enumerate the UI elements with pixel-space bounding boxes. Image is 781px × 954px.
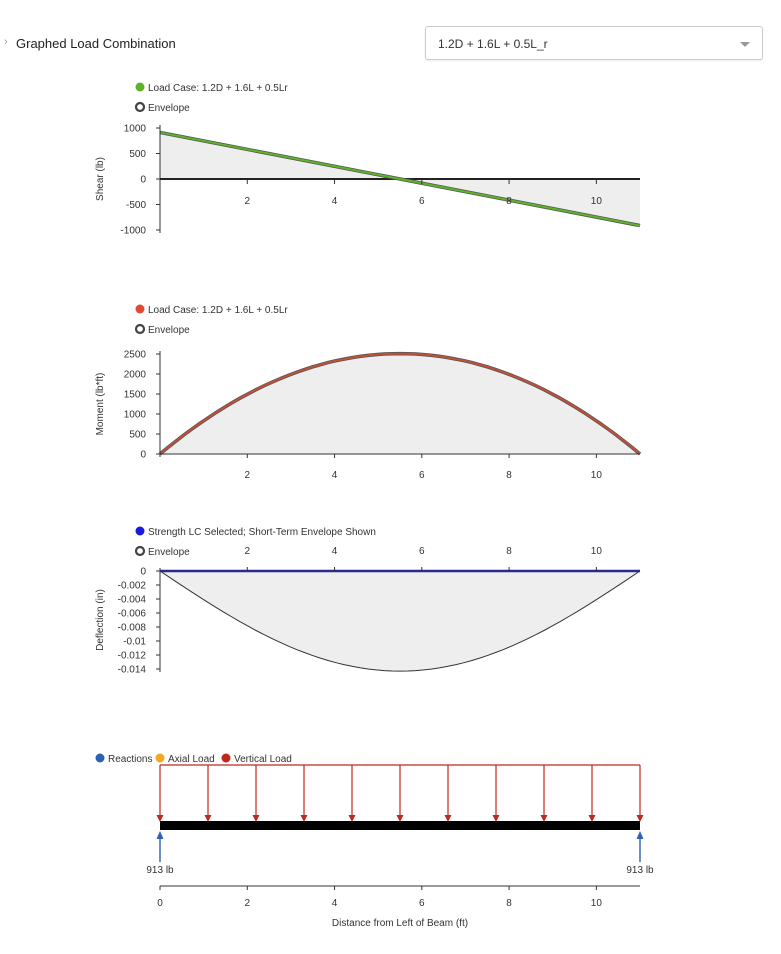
- moment-y-tick-label: 500: [129, 430, 146, 441]
- deflection-legend-envelope-marker: [134, 545, 146, 557]
- loads-legend-label: Vertical Load: [234, 754, 292, 765]
- graphed-load-combination-label: Graphed Load Combination: [16, 36, 176, 51]
- deflection-envelope-line: [159, 570, 641, 672]
- moment-legend-label: Envelope: [148, 325, 190, 336]
- moment-y-tick-label: 2500: [124, 350, 147, 361]
- loads-x-tick-label: 6: [419, 898, 425, 909]
- vertical-load-arrowhead: [540, 815, 548, 822]
- deflection-y-tick-label: -0.006: [118, 609, 147, 620]
- deflection-x-tick-label: 10: [591, 546, 603, 557]
- beam: [160, 821, 640, 830]
- loads-legend-label: Axial Load: [168, 754, 215, 765]
- loads-x-tick-label: 0: [157, 898, 163, 909]
- shear-x-tick-label: 2: [244, 196, 250, 207]
- shear-y-tick-label: 1000: [124, 124, 147, 135]
- shear-y-tick-label: -500: [126, 200, 146, 211]
- loads-x-tick-label: 8: [506, 898, 512, 909]
- moment-legend-envelope-marker: [134, 323, 146, 335]
- load-combination-select-value: 1.2D + 1.6L + 0.5L_r: [438, 37, 548, 51]
- shear-y-axis-label: Shear (lb): [95, 157, 106, 201]
- deflection-y-tick-label: -0.002: [118, 581, 147, 592]
- loads-x-tick-label: 10: [591, 898, 603, 909]
- moment-x-tick-label: 6: [419, 470, 425, 481]
- load-combination-select[interactable]: 1.2D + 1.6L + 0.5L_r: [425, 26, 763, 60]
- deflection-y-tick-label: -0.008: [118, 623, 147, 634]
- moment-y-tick-label: 2000: [124, 370, 147, 381]
- deflection-legend-marker: [135, 526, 145, 536]
- vertical-load-arrowhead: [300, 815, 308, 822]
- shear-legend-label: Load Case: 1.2D + 1.6L + 0.5Lr: [148, 83, 288, 94]
- deflection-envelope-area: [160, 571, 640, 672]
- deflection-x-tick-label: 2: [244, 546, 250, 557]
- shear-x-tick-label: 10: [591, 196, 603, 207]
- loads-legend-marker: [155, 753, 165, 763]
- header-bar: › Graphed Load Combination 1.2D + 1.6L +…: [0, 0, 781, 70]
- loads-x-axis-label: Distance from Left of Beam (ft): [332, 918, 468, 929]
- shear-x-tick-label: 8: [506, 196, 512, 207]
- moment-y-tick-label: 1500: [124, 390, 147, 401]
- shear-y-tick-label: 500: [129, 149, 146, 160]
- deflection-y-tick-label: -0.014: [118, 665, 147, 676]
- deflection-x-tick-label: 8: [506, 546, 512, 557]
- deflection-x-tick-label: 6: [419, 546, 425, 557]
- reaction-label: 913 lb: [626, 865, 654, 876]
- shear-y-tick-label: 0: [140, 175, 146, 186]
- moment-y-tick-label: 1000: [124, 410, 147, 421]
- reaction-label: 913 lb: [146, 865, 174, 876]
- reaction-arrowhead: [156, 831, 164, 839]
- moment-x-tick-label: 10: [591, 470, 603, 481]
- loads-x-tick-label: 2: [244, 898, 250, 909]
- moment-legend-marker: [135, 304, 145, 314]
- shear-legend-marker: [135, 82, 145, 92]
- vertical-load-arrowhead: [252, 815, 260, 822]
- moment-x-tick-label: 2: [244, 470, 250, 481]
- vertical-load-arrowhead: [636, 815, 644, 822]
- shear-x-tick-label: 6: [419, 196, 425, 207]
- loads-legend-marker: [221, 753, 231, 763]
- shear-x-tick-label: 4: [332, 196, 338, 207]
- moment-series-line: [159, 352, 641, 455]
- deflection-y-tick-label: 0: [140, 567, 146, 578]
- moment-x-tick-label: 4: [332, 470, 338, 481]
- shear-y-tick-label: -1000: [120, 226, 146, 237]
- chevron-down-icon: [740, 42, 750, 47]
- deflection-y-tick-label: -0.01: [123, 637, 146, 648]
- chevron-right-icon: ›: [4, 36, 8, 48]
- moment-y-axis-label: Moment (lb*ft): [95, 373, 106, 436]
- deflection-y-tick-label: -0.012: [118, 651, 147, 662]
- vertical-load-arrowhead: [348, 815, 356, 822]
- loads-x-tick-label: 4: [332, 898, 338, 909]
- shear-legend-label: Envelope: [148, 103, 190, 114]
- reaction-arrowhead: [636, 831, 644, 839]
- deflection-legend-label: Strength LC Selected; Short-Term Envelop…: [148, 527, 376, 538]
- vertical-load-arrowhead: [204, 815, 212, 822]
- deflection-y-axis-label: Deflection (in): [95, 589, 106, 651]
- shear-series-line: [159, 131, 641, 227]
- vertical-load-arrowhead: [588, 815, 596, 822]
- vertical-load-arrowhead: [156, 815, 164, 822]
- vertical-load-arrowhead: [444, 815, 452, 822]
- vertical-load-arrowhead: [396, 815, 404, 822]
- loads-legend-label: Reactions: [108, 754, 152, 765]
- moment-legend-label: Load Case: 1.2D + 1.6L + 0.5Lr: [148, 305, 288, 316]
- deflection-legend-label: Envelope: [148, 547, 190, 558]
- loads-legend-marker: [95, 753, 105, 763]
- deflection-x-tick-label: 4: [332, 546, 338, 557]
- shear-legend-envelope-marker: [134, 101, 146, 113]
- deflection-y-tick-label: -0.004: [118, 595, 147, 606]
- moment-y-tick-label: 0: [140, 450, 146, 461]
- vertical-load-arrowhead: [492, 815, 500, 822]
- moment-x-tick-label: 8: [506, 470, 512, 481]
